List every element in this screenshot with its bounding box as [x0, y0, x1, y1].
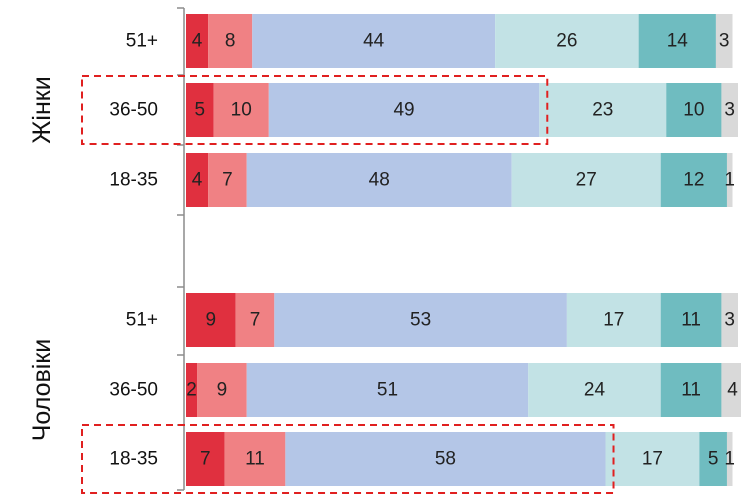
bar-segment	[660, 363, 722, 417]
bar-segment	[726, 153, 733, 207]
bar-segment	[285, 432, 606, 486]
bar-segment	[208, 153, 247, 207]
data-label: 11	[681, 380, 701, 401]
highlight-box	[81, 424, 615, 494]
data-label: 4	[192, 170, 203, 191]
bar-segment	[721, 363, 741, 417]
bar-segment	[197, 363, 247, 417]
bar-segment	[721, 83, 738, 137]
bar-segment	[660, 153, 727, 207]
data-label: 8	[225, 31, 236, 52]
data-label: 48	[369, 170, 390, 191]
bar-segment	[721, 293, 738, 347]
data-label: 51	[377, 380, 398, 401]
data-label: 10	[683, 100, 704, 121]
bar-segment	[186, 83, 214, 137]
data-label: 17	[642, 449, 663, 470]
data-label: 53	[410, 310, 431, 331]
data-label: 14	[667, 31, 689, 52]
bar-segment	[715, 14, 733, 68]
category-label: 36-50	[109, 380, 158, 401]
bar-segment	[186, 293, 236, 347]
data-label: 9	[206, 310, 217, 331]
data-label: 27	[576, 170, 597, 191]
bar-segment	[699, 432, 727, 486]
data-label: 7	[222, 170, 233, 191]
bar-segment	[213, 83, 269, 137]
bar-segment	[605, 432, 700, 486]
bar-segment	[235, 293, 275, 347]
data-label: 24	[584, 380, 606, 401]
bar-segment	[208, 14, 253, 68]
bar-segment	[186, 153, 209, 207]
data-label: 12	[683, 170, 704, 191]
data-label: 3	[719, 31, 730, 52]
highlight-box	[81, 75, 549, 145]
data-label: 1	[724, 449, 735, 470]
data-label: 5	[708, 449, 719, 470]
bar-segment	[660, 293, 722, 347]
data-label: 49	[393, 100, 414, 121]
data-label: 17	[603, 310, 624, 331]
data-label: 44	[363, 31, 385, 52]
category-label: 36-50	[109, 100, 158, 121]
data-label: 4	[192, 31, 203, 52]
bar-segment	[268, 83, 540, 137]
bar-segment	[186, 363, 198, 417]
bar-segment	[511, 153, 661, 207]
data-label: 11	[681, 310, 701, 331]
bar-segment	[224, 432, 286, 486]
bar-segment	[274, 293, 567, 347]
data-label: 7	[200, 449, 211, 470]
bar-segment	[566, 293, 661, 347]
bar-segment	[528, 363, 661, 417]
data-label: 1	[724, 170, 735, 191]
category-label: 18-35	[109, 449, 158, 470]
category-label: 18-35	[109, 170, 158, 191]
data-label: 11	[245, 449, 265, 470]
data-label: 4	[727, 380, 738, 401]
data-label: 7	[250, 310, 261, 331]
bar-segment	[638, 14, 716, 68]
bar-segment	[495, 14, 639, 68]
group-label: Чоловіки	[28, 339, 56, 442]
bar-segment	[246, 363, 529, 417]
bar-segment	[252, 14, 496, 68]
bar-segment	[539, 83, 667, 137]
data-label: 9	[217, 380, 228, 401]
data-label: 5	[195, 100, 206, 121]
bar-segment	[186, 432, 225, 486]
category-label: 51+	[126, 310, 158, 331]
data-label: 10	[231, 100, 252, 121]
data-label: 3	[724, 310, 735, 331]
bar-segment	[726, 432, 733, 486]
data-label: 58	[435, 449, 456, 470]
category-label: 51+	[126, 31, 158, 52]
data-label: 26	[556, 31, 577, 52]
bar-segment	[186, 14, 209, 68]
data-label: 23	[592, 100, 613, 121]
bar-segment	[246, 153, 512, 207]
data-label: 3	[724, 100, 735, 121]
data-label: 2	[186, 380, 197, 401]
bar-segment	[666, 83, 722, 137]
group-label: Жінки	[28, 76, 56, 143]
